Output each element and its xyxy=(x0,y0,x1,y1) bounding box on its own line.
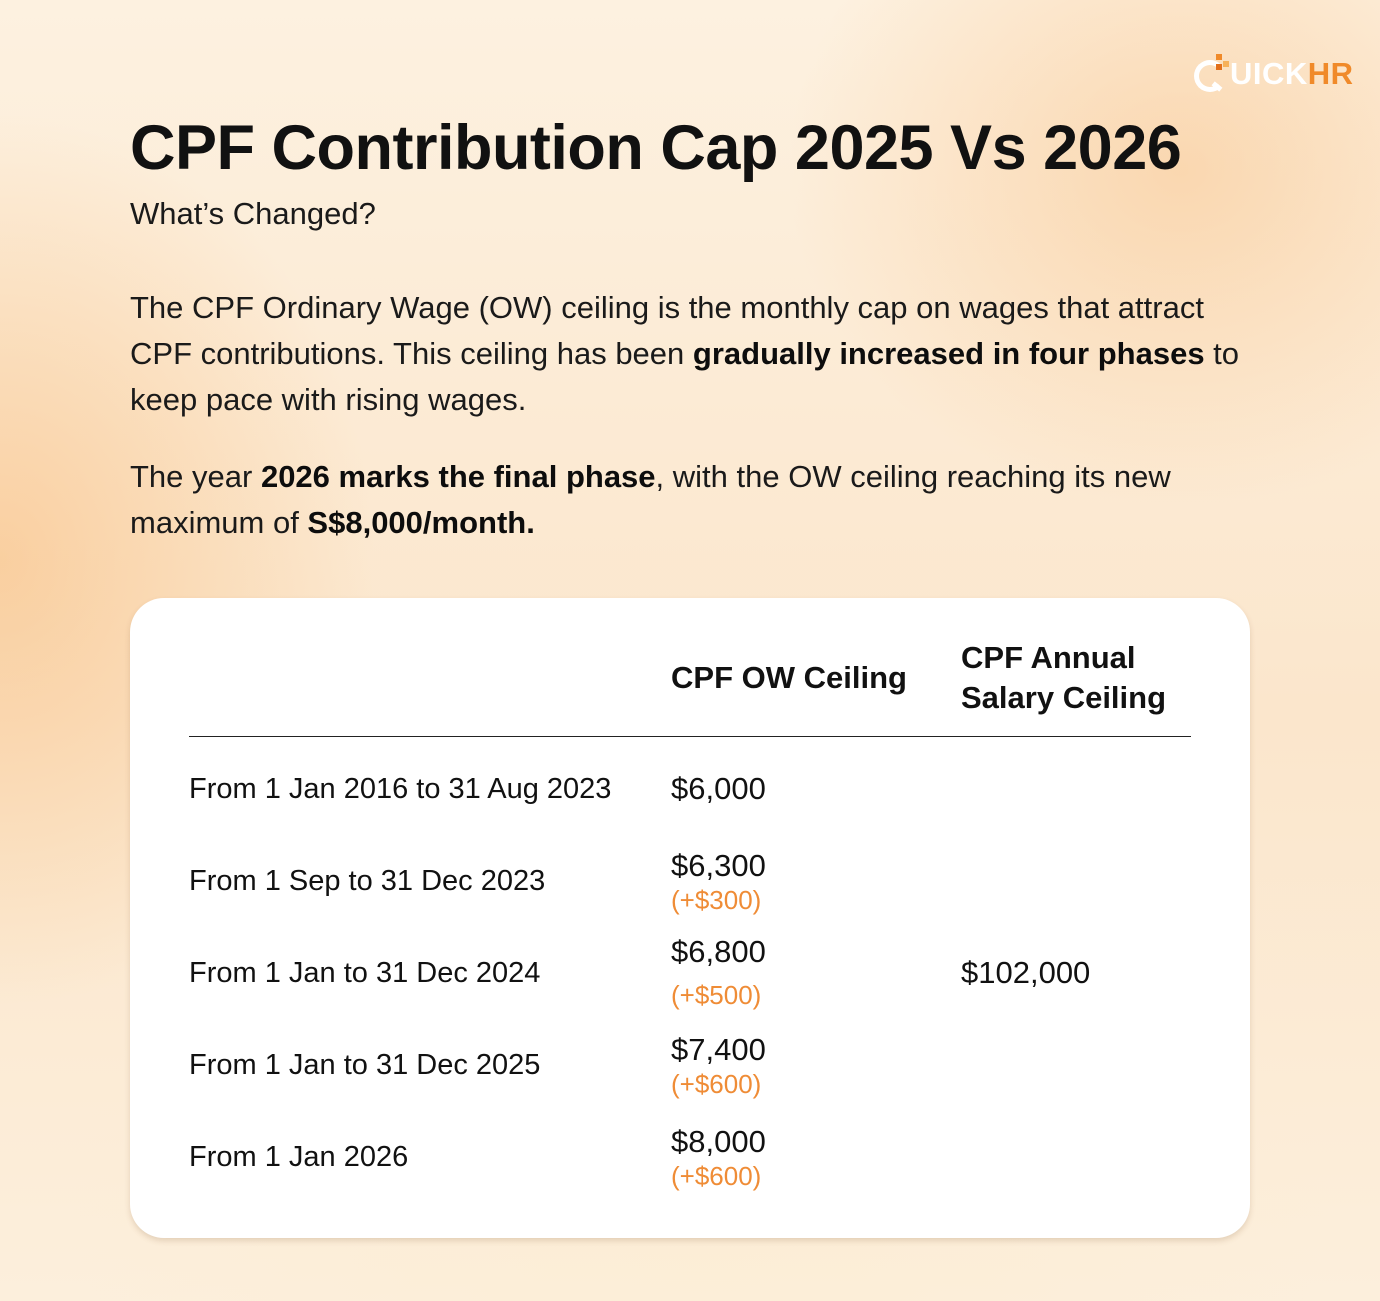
row-4-change: (+$600) xyxy=(671,1069,762,1099)
row-4-period: From 1 Jan to 31 Dec 2025 xyxy=(189,1049,541,1081)
row-5-period: From 1 Jan 2026 xyxy=(189,1141,409,1173)
final-text-2: , with the OW ceiling reaching its new m… xyxy=(130,459,1171,540)
logo-text-main: UICK xyxy=(1230,56,1308,91)
row-1-ow: $6,000 xyxy=(671,771,766,806)
final-bold-1: 2026 marks the final phase xyxy=(260,459,656,494)
row-5-change: (+$600) xyxy=(671,1161,762,1191)
row-3-ow: $6,800 xyxy=(671,934,766,969)
final-bold-2: S$8,000/month. xyxy=(307,505,535,540)
final-phase-paragraph: The year 2026 marks the final phase, wit… xyxy=(130,454,1240,546)
row-2-period: From 1 Sep to 31 Dec 2023 xyxy=(189,865,546,897)
header-divider xyxy=(189,736,1191,737)
ceiling-table-card: CPF OW Ceiling CPF Annual Salary Ceiling… xyxy=(130,598,1250,1238)
header-annual-ceiling: CPF Annual Salary Ceiling xyxy=(961,640,1167,715)
intro-bold: gradually increased in four phases xyxy=(692,336,1205,371)
page-title: CPF Contribution Cap 2025 Vs 2026 xyxy=(130,113,1182,183)
intro-text-1: The CPF Ordinary Wage (OW) ceiling is th… xyxy=(130,290,1204,371)
logo-text: UICKHR xyxy=(1230,56,1354,92)
quickhr-logo-icon xyxy=(1194,54,1229,94)
logo-text-accent: HR xyxy=(1307,56,1354,91)
row-3-change: (+$500) xyxy=(671,980,762,1010)
final-text-1: The year xyxy=(130,459,261,494)
quickhr-logo: UICKHR xyxy=(1194,52,1354,96)
row-5-ow: $8,000 xyxy=(671,1124,766,1159)
row-4-ow: $7,400 xyxy=(671,1032,766,1067)
header-ow-ceiling: CPF OW Ceiling xyxy=(671,660,907,695)
intro-text-2: to keep pace with rising wages. xyxy=(130,336,1240,417)
page-subtitle: What’s Changed? xyxy=(130,196,376,231)
row-3-period: From 1 Jan to 31 Dec 2024 xyxy=(189,957,541,989)
row-2-ow: $6,300 xyxy=(671,848,766,883)
annual-salary-ceiling-value: $102,000 xyxy=(961,955,1091,990)
row-2-change: (+$300) xyxy=(671,885,762,915)
intro-paragraph: The CPF Ordinary Wage (OW) ceiling is th… xyxy=(130,285,1240,423)
row-1-period: From 1 Jan 2016 to 31 Aug 2023 xyxy=(189,773,612,805)
